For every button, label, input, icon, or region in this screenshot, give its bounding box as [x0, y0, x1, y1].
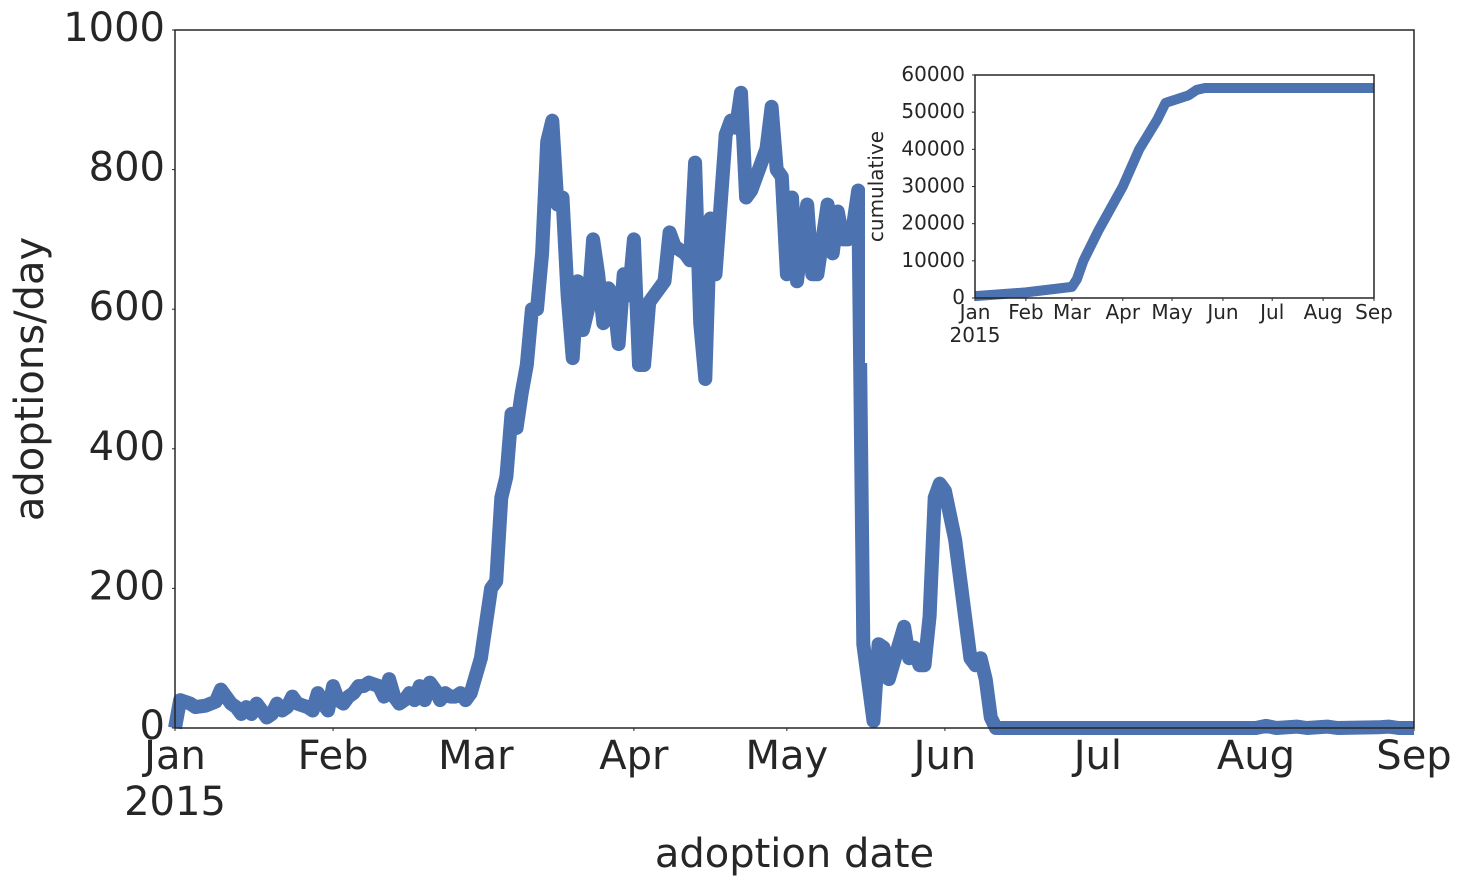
y-tick-label: 600: [89, 284, 165, 330]
y-tick-label: 0: [952, 285, 965, 309]
y-tick-label: 0: [140, 703, 165, 749]
y-tick-label: 800: [89, 145, 165, 191]
inset-background: [865, 60, 1404, 363]
y-tick-label: 1000: [63, 5, 165, 51]
x-tick-label: Apr: [599, 733, 669, 779]
x-tick-label: Apr: [1105, 300, 1140, 324]
x-tick-label: Mar: [438, 733, 514, 779]
x-tick-label: May: [1151, 300, 1193, 324]
x-tick-label: Jun: [911, 733, 977, 779]
y-tick-label: 60000: [901, 62, 965, 86]
y-tick-label: 20000: [901, 210, 965, 234]
x-tick-label: Aug: [1304, 300, 1343, 324]
data-line: [168, 85, 1414, 735]
axes-frame: [974, 74, 1375, 299]
axes-frame: [174, 29, 1415, 729]
x-tick-label: Sep: [1355, 300, 1393, 324]
x-tick-label: Jan 2015: [124, 733, 226, 825]
x-tick-label: Jun: [1205, 300, 1238, 324]
plot-area: 0 10000 20000 30000 40000 50000 60000 Jan 2015 Fe…: [864, 62, 1393, 347]
x-tick-label: Aug: [1217, 733, 1295, 779]
x-axis-label: adoption date: [655, 831, 934, 877]
x-tick-label: Feb: [298, 733, 369, 779]
y-tick-label: 30000: [901, 173, 965, 197]
plot-area: 0 200 400 600 800 1000 Jan 2015 Feb Mar Apr May Jun J…: [7, 5, 1452, 877]
y-tick-label: 400: [89, 424, 165, 470]
y-tick-label: 10000: [901, 247, 965, 271]
x-tick-label: Sep: [1376, 733, 1451, 779]
y-tick-label: 40000: [901, 136, 965, 160]
x-tick-label: Jul: [1258, 300, 1284, 324]
y-axis-label: cumulative: [864, 131, 888, 242]
y-tick-label: 50000: [901, 99, 965, 123]
y-axis-label: adoptions/day: [7, 237, 53, 521]
x-tick-label: May: [746, 733, 829, 779]
data-line: [974, 83, 1374, 302]
x-tick-label: Jul: [1071, 733, 1122, 779]
x-tick-label: Feb: [1008, 300, 1043, 324]
x-tick-label: Jan 2015: [950, 300, 1001, 347]
y-tick-label: 200: [89, 563, 165, 609]
x-tick-label: Mar: [1053, 300, 1092, 324]
